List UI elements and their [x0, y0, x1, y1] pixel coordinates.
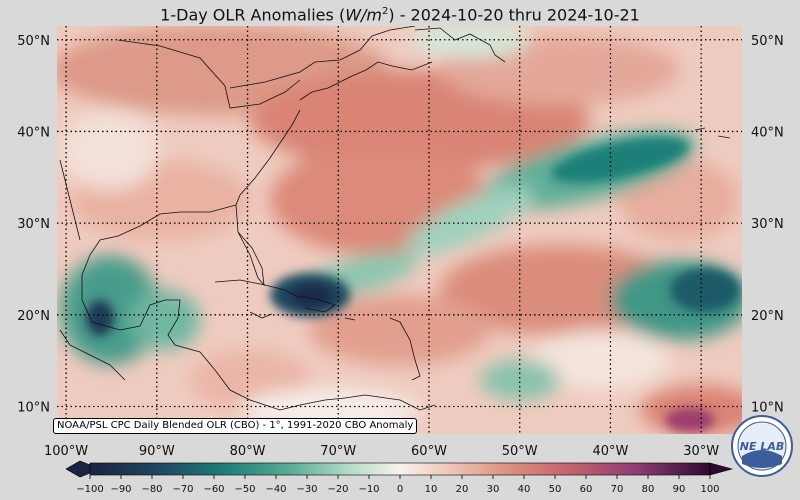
colorbar-tick-label: −50 — [234, 484, 255, 495]
colorbar-tick-label: −20 — [327, 484, 348, 495]
colorbar-bar — [89, 462, 711, 476]
lon-label: 50°W — [502, 444, 538, 459]
lat-labels-left: 50°N 40°N 30°N 20°N 10°N — [17, 34, 50, 416]
lat-label-left: 10°N — [17, 400, 50, 415]
lon-label: 30°W — [683, 444, 719, 459]
colorbar-tick-label: 100 — [700, 484, 719, 495]
logo-text: NE LAB — [740, 440, 784, 453]
colorbar-tick-label: 90 — [673, 484, 686, 495]
lat-label-right: 30°N — [751, 217, 784, 232]
colorbar-tick-label: −10 — [358, 484, 379, 495]
colorbar-tick-label: 30 — [487, 484, 500, 495]
lon-label: 100°W — [44, 444, 88, 459]
lon-label: 60°W — [411, 444, 447, 459]
colorbar-tick-label: 0 — [397, 484, 403, 495]
colorbar-tick-label: −30 — [296, 484, 317, 495]
lat-label-right: 20°N — [751, 309, 784, 324]
lon-labels: 100°W 90°W 80°W 70°W 60°W 50°W 40°W 30°W — [44, 444, 719, 459]
lon-label: 90°W — [139, 444, 175, 459]
colorbar-tick-label: 40 — [518, 484, 531, 495]
lon-label: 80°W — [230, 444, 266, 459]
colorbar-tick-label: −90 — [110, 484, 131, 495]
lat-label-right: 50°N — [751, 34, 784, 49]
lat-label-left: 30°N — [17, 217, 50, 232]
lat-label-right: 40°N — [751, 125, 784, 140]
colorbar-tick-label: −40 — [265, 484, 286, 495]
colorbar-max-arrow — [709, 462, 734, 476]
colorbar-ticks: −100 −90 −80 −70 −60 −50 −40 −30 −20 −10 0 10 20 30 40… — [76, 475, 720, 495]
anomaly-field — [57, 26, 742, 434]
noaa-psl-logo-icon: NE LAB — [731, 415, 793, 477]
colorbar-tick-label: −60 — [203, 484, 224, 495]
gridlines — [57, 26, 742, 434]
lon-label: 70°W — [320, 444, 356, 459]
lat-label-left: 20°N — [17, 309, 50, 324]
colorbar-tick-label: 70 — [611, 484, 624, 495]
colorbar-min-arrow — [65, 460, 91, 478]
lat-labels-right: 50°N 40°N 30°N 20°N 10°N — [751, 34, 784, 416]
lat-label-left: 40°N — [17, 125, 50, 140]
colorbar-tick-label: −100 — [76, 484, 103, 495]
lat-label-right: 10°N — [751, 400, 784, 415]
colorbar-tick-label: 10 — [425, 484, 438, 495]
colorbar: −100 −90 −80 −70 −60 −50 −40 −30 −20 −10 0 10 20 30 40… — [65, 460, 734, 495]
colorbar-tick-label: 60 — [580, 484, 593, 495]
lon-label: 40°W — [592, 444, 628, 459]
map-title: 1-Day OLR Anomalies (W/m2) - 2024-10-20 … — [160, 5, 640, 25]
colorbar-tick-label: −70 — [172, 484, 193, 495]
colorbar-tick-label: 50 — [549, 484, 562, 495]
lat-label-left: 50°N — [17, 34, 50, 49]
colorbar-tick-label: 20 — [456, 484, 469, 495]
coastlines — [59, 26, 731, 411]
source-label: NOAA/PSL CPC Daily Blended OLR (CBO) - 1… — [53, 418, 418, 434]
colorbar-tick-label: −80 — [141, 484, 162, 495]
colorbar-tick-label: 80 — [642, 484, 655, 495]
